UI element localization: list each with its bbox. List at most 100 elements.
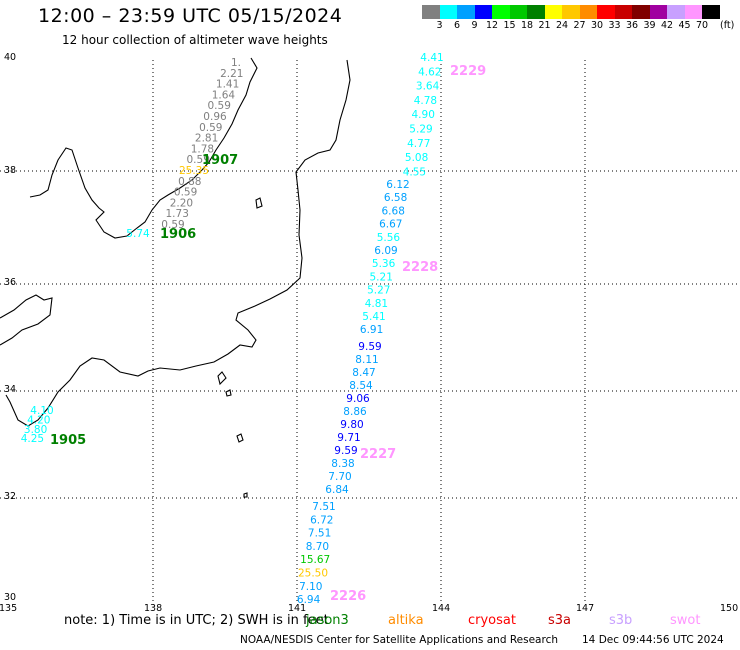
coastline (0, 57, 351, 498)
island-small-3 (243, 492, 248, 498)
color-scale-swatch (544, 5, 562, 19)
wave-height-value: 8.38 (331, 458, 354, 470)
color-scale-label: 12 (485, 20, 499, 31)
pass-label: 2227 (360, 447, 396, 462)
pass-label: 2229 (450, 64, 486, 79)
island-small-1 (225, 389, 232, 397)
wave-height-value: 9.59 (334, 445, 357, 457)
legend-item-s3a: s3a (548, 613, 572, 628)
wave-height-value: 8.86 (343, 406, 367, 418)
color-scale-swatch (492, 5, 510, 19)
latitude-label: 34 (4, 384, 17, 395)
latitude-label: 30 (4, 592, 17, 603)
pass-label: 2226 (330, 589, 366, 604)
wave-height-value: 5.21 (370, 271, 393, 283)
wave-height-value: 8.47 (352, 367, 375, 379)
wave-height-value: 0.59 (199, 122, 222, 134)
island-izu (217, 371, 227, 386)
color-scale-label: 70 (695, 20, 709, 31)
coastline-kii-shikoku (0, 294, 53, 346)
color-scale-label: 36 (625, 20, 639, 31)
lat-lon-grid (0, 60, 740, 604)
longitude-label: 144 (432, 603, 451, 614)
wave-height-value: 2.81 (195, 133, 218, 145)
island-sado (255, 197, 263, 209)
wave-height-value: 2.20 (170, 197, 193, 209)
legend-item-jason3: jason3 (306, 613, 349, 628)
wave-height-value: 8.54 (349, 380, 373, 392)
color-scale-label: 27 (573, 20, 586, 31)
legend-item-cryosat: cryosat (468, 613, 516, 628)
color-scale-swatch (579, 5, 597, 19)
wave-height-value: 6.58 (384, 192, 407, 204)
wave-height-value: 9.71 (337, 432, 360, 444)
color-scale-label: 18 (520, 20, 534, 31)
color-scale-label: 9 (471, 20, 478, 31)
color-scale-swatch (509, 5, 527, 19)
pass-label: 1905 (50, 433, 86, 448)
wave-height-value: 4.10 (30, 405, 53, 417)
wave-height-value: 6.91 (360, 324, 383, 336)
wave-height-value: 5.27 (367, 285, 390, 297)
color-scale-swatch (457, 5, 475, 19)
color-scale-label: 6 (453, 20, 461, 31)
wave-height-value: 5.29 (409, 124, 432, 136)
color-scale-swatch (527, 5, 545, 19)
legend-item-altika: altika (388, 613, 424, 628)
latitude-label: 38 (4, 165, 17, 176)
wave-height-value: 3.80 (24, 424, 47, 436)
color-scale-label: 3 (436, 20, 443, 31)
wave-height-value: 5.56 (377, 232, 401, 244)
wave-height-value: 4.90 (412, 109, 435, 121)
wave-height-value: 3.64 (416, 81, 440, 93)
pass-label: 1907 (202, 153, 238, 168)
color-scale-swatch (439, 5, 457, 19)
wave-height-value: 4.78 (414, 95, 437, 107)
color-scale-label: 15 (503, 20, 516, 31)
latitude-label: 36 (4, 277, 17, 288)
color-scale-swatch (422, 5, 440, 19)
footer-note: note: 1) Time is in UTC; 2) SWH is in fe… (64, 613, 329, 628)
color-scale-unit: (ft) (720, 20, 735, 31)
wave-height-value: 1.41 (216, 79, 239, 91)
color-scale-label: 21 (538, 20, 551, 31)
map-subtitle: 12 hour collection of altimeter wave hei… (62, 33, 328, 47)
legend-item-s3b: s3b (609, 613, 633, 628)
wave-height-value: 6.72 (310, 514, 333, 526)
color-scale-label: 30 (590, 20, 604, 31)
wave-height-value: 4.81 (365, 298, 388, 310)
wave-height-value: 4.20 (27, 414, 50, 426)
wave-height-value: 2.21 (220, 68, 243, 80)
color-scale-swatch (667, 5, 685, 19)
color-scale-swatch (632, 5, 650, 19)
wave-height-value: 0.88 (178, 176, 201, 188)
wave-height-value: 25.35 (179, 165, 209, 177)
wave-height-value: 9.06 (346, 393, 370, 405)
pass-label: 1906 (160, 227, 196, 242)
wave-height-value: 4.25 (21, 433, 44, 445)
wave-height-value: 1.73 (166, 208, 189, 220)
color-scale-swatch (614, 5, 632, 19)
wave-height-value: 6.67 (379, 219, 402, 231)
wave-height-value: 7.70 (328, 471, 351, 483)
wave-height-value: 1. (231, 57, 241, 69)
latitude-label: 32 (4, 491, 17, 502)
color-scale-label: 24 (555, 20, 569, 31)
wave-height-value: 6.84 (325, 484, 349, 496)
wave-height-value: 6.09 (374, 245, 397, 257)
coastline-japan-sea-west (29, 147, 128, 239)
color-scale-label: 42 (660, 20, 674, 31)
color-scale-swatch (562, 5, 580, 19)
wave-height-value: 0.59 (161, 219, 184, 231)
wave-height-value: 6.68 (382, 205, 405, 217)
wave-height-points: 1.2.211.411.640.590.960.592.811.780.5925… (21, 52, 486, 606)
wave-height-value: 5.41 (362, 311, 385, 323)
color-scale-label: 39 (643, 20, 656, 31)
color-scale-label: 33 (608, 20, 621, 31)
wave-height-value: 5.36 (372, 258, 396, 270)
color-scale-label: 45 (678, 20, 691, 31)
wave-height-value: 5.74 (126, 228, 150, 240)
wave-height-value: 4.77 (407, 138, 430, 150)
wave-height-value: 9.80 (340, 419, 363, 431)
